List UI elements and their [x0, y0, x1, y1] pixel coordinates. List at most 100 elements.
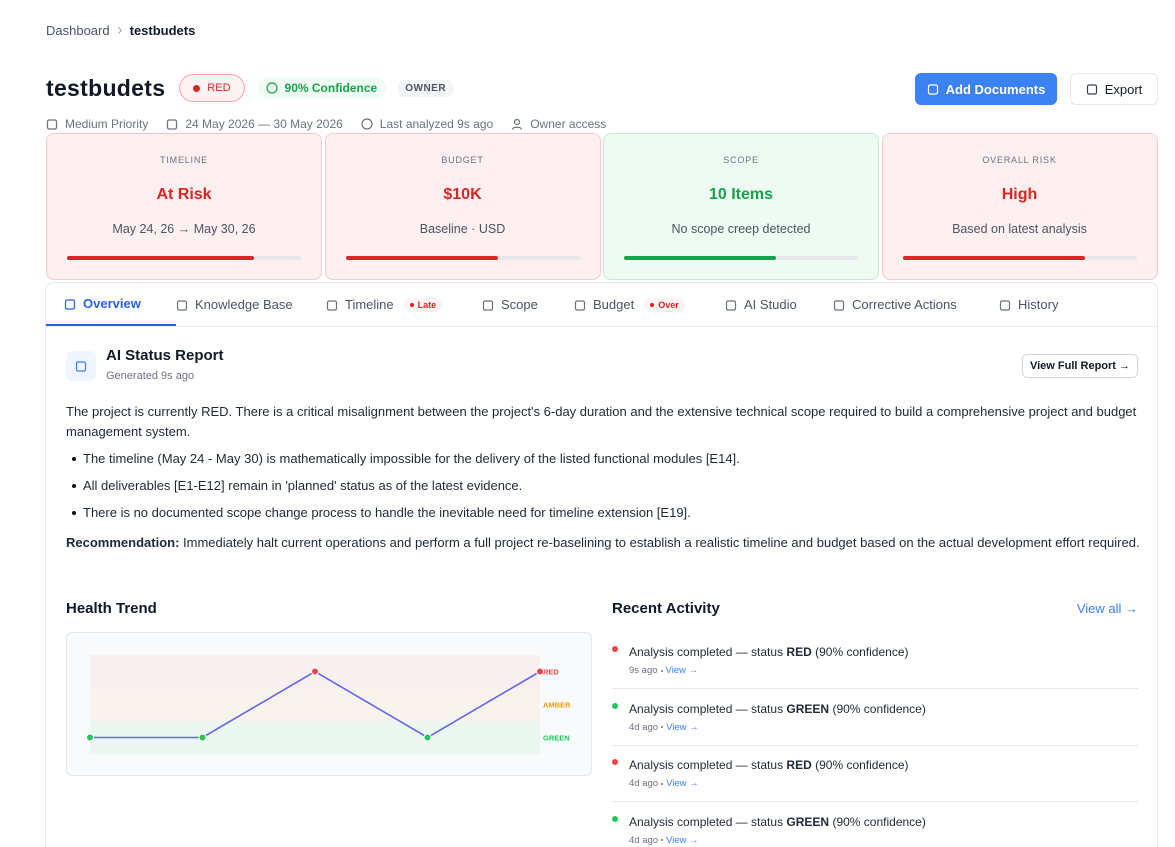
activity-divider	[612, 801, 1138, 802]
icon	[1086, 84, 1097, 95]
tab-label: Budget	[593, 297, 635, 312]
section-title: Health Trend	[66, 600, 157, 617]
meta-separator	[660, 669, 663, 672]
progress-fill	[345, 256, 498, 260]
icon	[361, 118, 373, 130]
tab[interactable]: Scope	[482, 283, 574, 326]
tab-label: History	[1018, 297, 1059, 312]
tab[interactable]: Overview	[46, 283, 176, 326]
trend-point	[86, 733, 94, 742]
activity-meta: 9s ago View →	[629, 665, 698, 676]
icon-shape	[574, 299, 586, 311]
bullet-text: All deliverables [E1-E12] remain in 'pla…	[83, 478, 523, 493]
progress-track	[624, 256, 858, 260]
bullet-dot	[72, 484, 76, 488]
activity-link[interactable]: View →	[666, 778, 699, 789]
icon-shape	[64, 298, 76, 310]
breadcrumb: Dashboard testbudets	[46, 23, 195, 38]
bullet-text: The timeline (May 24 - May 30) is mathem…	[83, 451, 740, 466]
report-bullet: There is no documented scope change proc…	[72, 505, 691, 521]
tab-label: Timeline	[345, 297, 394, 312]
section-title: Recent Activity	[612, 600, 720, 617]
activity-suffix: (90% confidence)	[832, 814, 926, 829]
tab-label: AI Studio	[744, 297, 797, 312]
activity-desc: Analysis completed — status	[629, 645, 784, 659]
meta-item: Owner access	[511, 117, 606, 131]
icon	[167, 119, 178, 130]
tab[interactable]: Budget Over	[574, 283, 725, 326]
status-dot	[193, 84, 201, 92]
recommendation: Recommendation: Immediately halt current…	[66, 533, 1141, 553]
icon-shape	[512, 126, 523, 130]
icon-shape	[927, 84, 938, 95]
level-label: RED	[543, 668, 559, 677]
report-bullet: All deliverables [E1-E12] remain in 'pla…	[72, 478, 522, 494]
icon	[725, 299, 737, 311]
metric-card: BUDGET $10K Baseline · USD	[324, 133, 601, 280]
activity-suffix: (90% confidence)	[815, 645, 909, 659]
meta-separator	[661, 782, 664, 785]
activity-text: Analysis completed — status RED (90% con…	[629, 758, 909, 772]
card-label: TIMELINE	[160, 155, 208, 165]
view-full-report-button[interactable]: View Full Report →	[1022, 354, 1138, 378]
report-summary: The project is currently RED. There is a…	[66, 404, 1137, 439]
export-button[interactable]: Export	[1070, 73, 1158, 105]
meta-separator	[661, 726, 664, 728]
activity-meta: 4d ago View →	[629, 835, 699, 846]
icon-shape	[514, 118, 521, 126]
icon	[176, 299, 188, 311]
icon-shape	[265, 82, 278, 94]
progress-track	[902, 256, 1137, 260]
card-note: May 24, 26 → May 30, 26	[112, 222, 256, 236]
tab[interactable]: AI Studio	[725, 283, 833, 326]
icon-shape	[326, 299, 338, 311]
activity-status: RED	[786, 645, 812, 659]
activity-time: 4d ago	[629, 778, 659, 789]
meta-separator	[661, 839, 664, 841]
level-label: AMBER	[543, 701, 571, 710]
activity-link[interactable]: View →	[666, 834, 699, 846]
icon	[833, 299, 845, 311]
icon-shape	[75, 361, 87, 372]
icon	[75, 361, 87, 372]
tab[interactable]: Corrective Actions	[833, 283, 999, 326]
activity-link[interactable]: View →	[665, 665, 699, 676]
card-value: 10 Items	[708, 186, 774, 203]
progress-fill	[902, 256, 1086, 260]
activity-text: Analysis completed — status GREEN (90% c…	[629, 815, 926, 829]
bullet-dot	[72, 511, 76, 515]
activity-link[interactable]: View →	[666, 721, 699, 733]
button-text: Add Documents	[945, 81, 1046, 97]
icon	[482, 299, 494, 311]
tab[interactable]: Knowledge Base	[176, 283, 326, 326]
icon	[574, 299, 586, 311]
add-documents-button[interactable]: Add Documents	[915, 73, 1057, 105]
card-note: No scope creep detected	[671, 222, 811, 236]
icon	[265, 82, 278, 94]
health-chart: RED AMBER GREEN	[86, 655, 571, 754]
icon	[999, 299, 1011, 311]
activity-status: RED	[786, 758, 812, 772]
card-value: $10K	[443, 186, 482, 203]
card-label: SCOPE	[723, 155, 759, 165]
activity-desc: Analysis completed — status	[629, 701, 784, 716]
trend-point	[423, 733, 432, 742]
breadcrumb-link[interactable]: Dashboard	[46, 23, 110, 38]
icon-shape	[1086, 84, 1097, 95]
icon	[927, 84, 938, 95]
activity-divider	[612, 744, 1138, 746]
icon-shape	[482, 299, 494, 311]
confidence-badge: 90% Confidence	[256, 77, 387, 99]
progress-fill	[624, 256, 777, 260]
view-all-link[interactable]: View all →	[1076, 601, 1138, 616]
icon	[64, 298, 76, 310]
report-title: AI Status Report	[106, 347, 224, 364]
bullet-text: There is no documented scope change proc…	[83, 505, 691, 520]
report-icon	[66, 351, 96, 381]
tab[interactable]: Timeline Late	[326, 283, 482, 326]
tab[interactable]: History	[999, 283, 1089, 326]
activity-suffix: (90% confidence)	[832, 701, 926, 716]
meta-text: Last analyzed 9s ago	[379, 117, 494, 131]
meta-item: 24 May 2026 — 30 May 2026	[166, 117, 343, 131]
